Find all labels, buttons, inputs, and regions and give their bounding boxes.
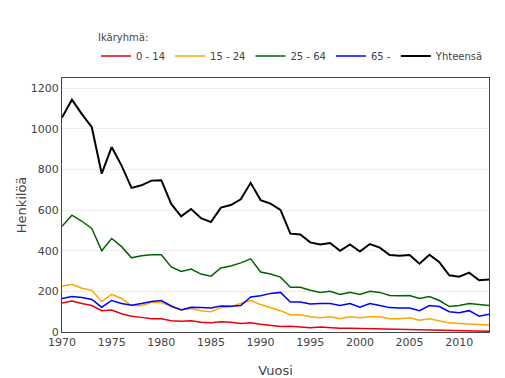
svg-text:0: 0 bbox=[52, 326, 59, 339]
svg-text:25 - 64: 25 - 64 bbox=[290, 51, 325, 62]
svg-text:65 -: 65 - bbox=[371, 51, 391, 62]
svg-text:1970: 1970 bbox=[48, 336, 76, 349]
svg-text:Vuosi: Vuosi bbox=[258, 363, 293, 378]
svg-text:15 - 24: 15 - 24 bbox=[210, 51, 245, 62]
svg-text:1200: 1200 bbox=[31, 82, 59, 95]
svg-text:600: 600 bbox=[38, 204, 59, 217]
svg-text:2010: 2010 bbox=[445, 336, 473, 349]
svg-text:Henkilöä: Henkilöä bbox=[14, 177, 29, 234]
svg-text:0 - 14: 0 - 14 bbox=[136, 51, 165, 62]
svg-text:1000: 1000 bbox=[31, 123, 59, 136]
svg-text:Yhteensä: Yhteensä bbox=[435, 51, 482, 62]
svg-text:1995: 1995 bbox=[296, 336, 324, 349]
svg-text:2000: 2000 bbox=[346, 336, 374, 349]
svg-text:1985: 1985 bbox=[197, 336, 225, 349]
svg-text:800: 800 bbox=[38, 163, 59, 176]
svg-text:200: 200 bbox=[38, 285, 59, 298]
svg-text:400: 400 bbox=[38, 245, 59, 258]
svg-text:2005: 2005 bbox=[396, 336, 424, 349]
svg-text:1990: 1990 bbox=[247, 336, 275, 349]
svg-text:1980: 1980 bbox=[147, 336, 175, 349]
svg-text:Ikäryhmä:: Ikäryhmä: bbox=[98, 32, 148, 43]
svg-text:1975: 1975 bbox=[98, 336, 126, 349]
